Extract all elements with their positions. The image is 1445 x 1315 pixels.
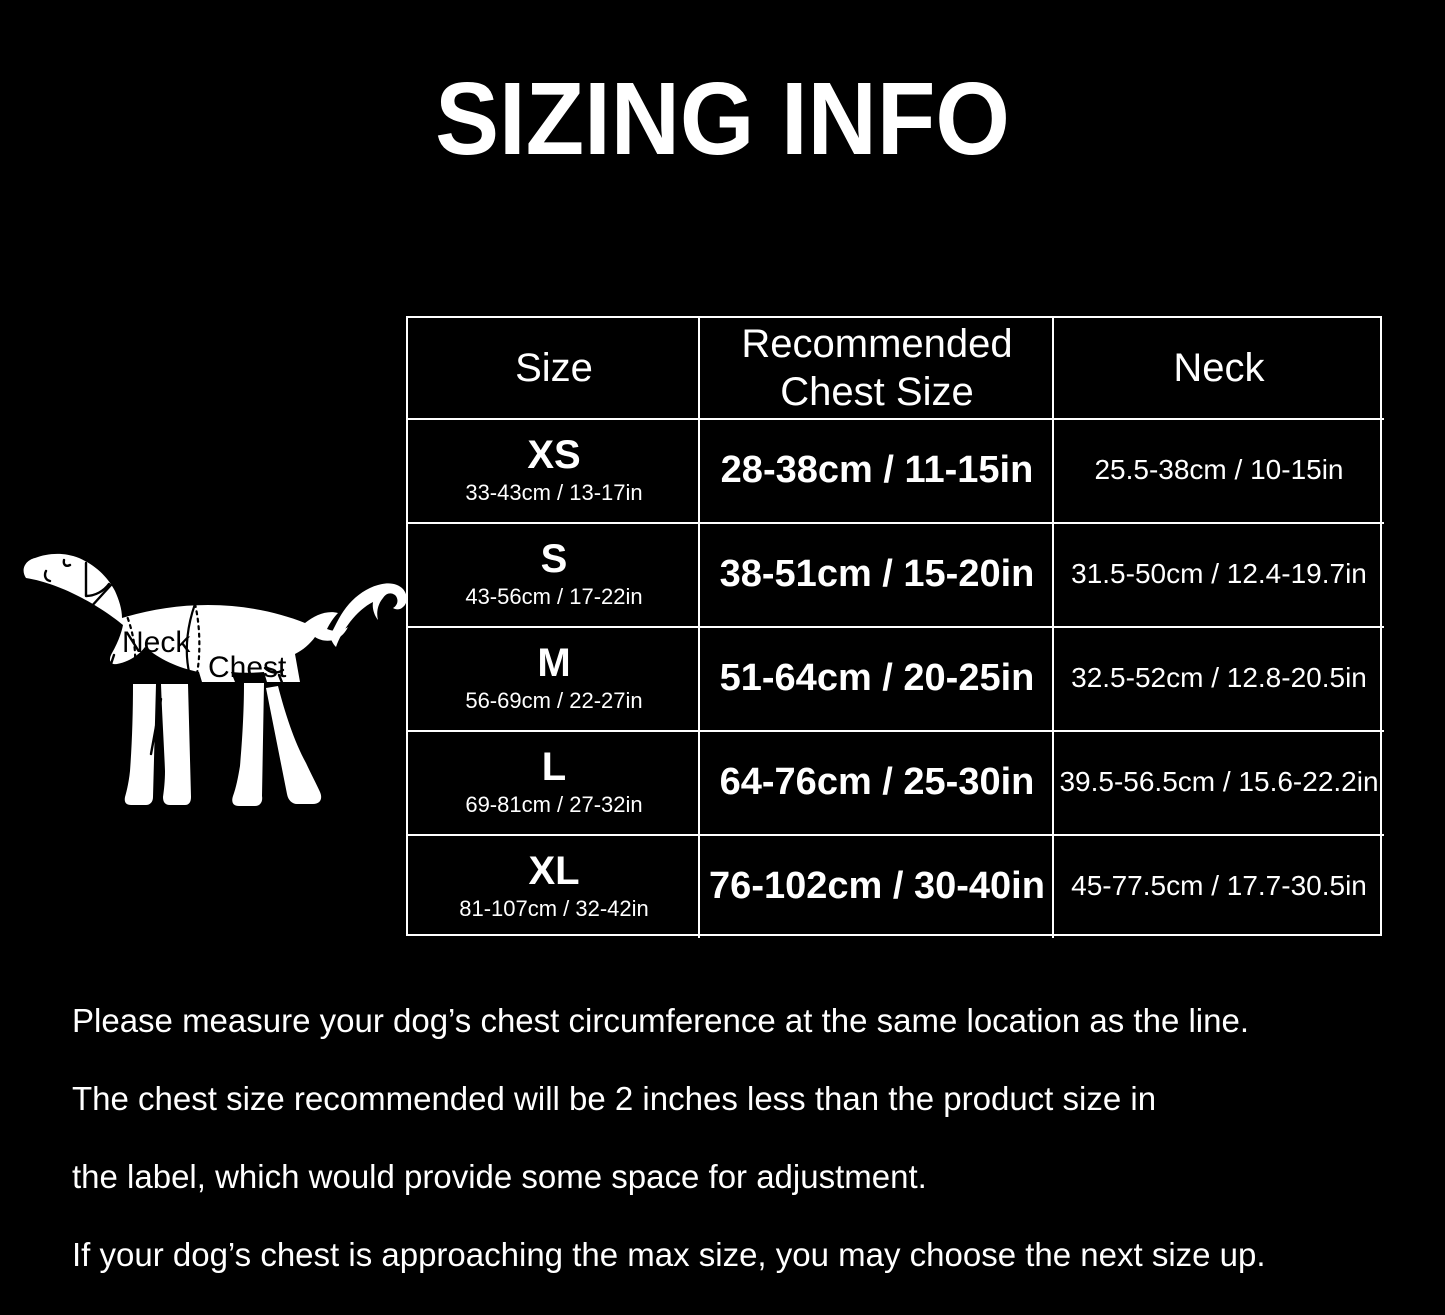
svg-text:Neck: Neck: [122, 626, 191, 659]
svg-text:Chest: Chest: [208, 651, 287, 684]
